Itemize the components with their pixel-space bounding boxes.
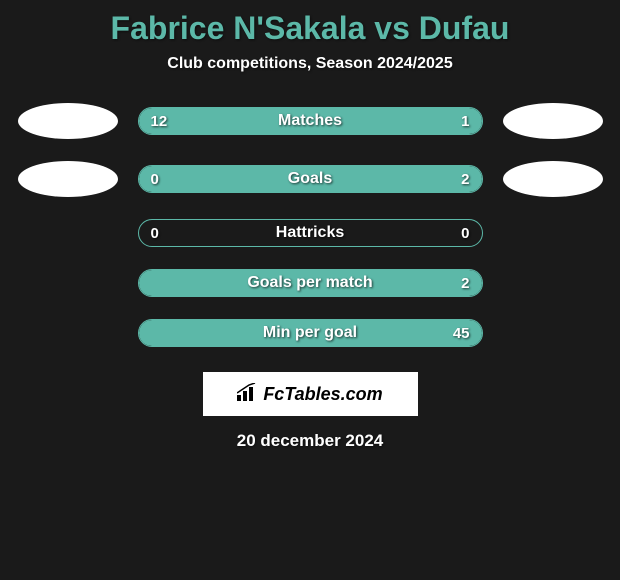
logo-box: FcTables.com	[203, 372, 418, 416]
player-avatar-right	[503, 103, 603, 139]
page-title: Fabrice N'Sakala vs Dufau	[0, 10, 620, 47]
stat-value-right: 1	[461, 113, 469, 130]
stat-value-right: 0	[461, 225, 469, 242]
logo-text: FcTables.com	[263, 384, 382, 405]
player-avatar-left	[18, 161, 118, 197]
stat-bar: Goals per match 2	[138, 269, 483, 297]
player-avatar-left	[18, 103, 118, 139]
bar-fill-left	[139, 108, 407, 134]
stat-bar: 12 Matches 1	[138, 107, 483, 135]
stat-value-left: 0	[151, 171, 159, 188]
date-label: 20 december 2024	[0, 431, 620, 451]
stat-label: Goals	[288, 170, 332, 188]
stats-container: 12 Matches 1 0 Goals 2 0 Hattricks 0 Goals per ma…	[0, 103, 620, 347]
stat-row: 0 Hattricks 0	[0, 219, 620, 247]
stat-bar: 0 Hattricks 0	[138, 219, 483, 247]
stat-row: 0 Goals 2	[0, 161, 620, 197]
stat-row: Goals per match 2	[0, 269, 620, 297]
stat-value-right: 2	[461, 171, 469, 188]
stat-bar: Min per goal 45	[138, 319, 483, 347]
stat-label: Goals per match	[247, 274, 372, 292]
stat-value-left: 0	[151, 225, 159, 242]
stat-label: Hattricks	[276, 224, 344, 242]
stat-value-right: 45	[453, 325, 470, 342]
page-subtitle: Club competitions, Season 2024/2025	[0, 55, 620, 73]
stat-row: 12 Matches 1	[0, 103, 620, 139]
player-avatar-right	[503, 161, 603, 197]
stat-value-left: 12	[151, 113, 168, 130]
chart-icon	[237, 383, 259, 406]
main-container: Fabrice N'Sakala vs Dufau Club competiti…	[0, 0, 620, 451]
stat-bar: 0 Goals 2	[138, 165, 483, 193]
stat-label: Matches	[278, 112, 342, 130]
stat-label: Min per goal	[263, 324, 357, 342]
stat-row: Min per goal 45	[0, 319, 620, 347]
stat-value-right: 2	[461, 275, 469, 292]
bar-fill-right	[200, 166, 481, 192]
bar-fill-left	[139, 166, 201, 192]
bar-fill-right	[406, 108, 481, 134]
